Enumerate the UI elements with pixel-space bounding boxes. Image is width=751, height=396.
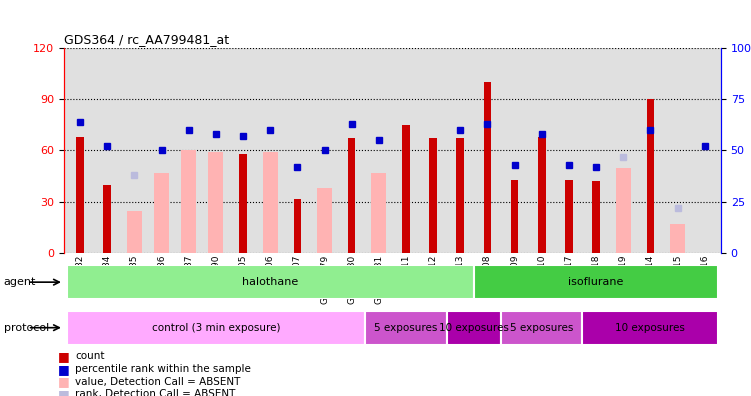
Text: GDS364 / rc_AA799481_at: GDS364 / rc_AA799481_at [64,33,229,46]
Bar [538,137,545,253]
Text: 5 exposures: 5 exposures [510,323,574,333]
Text: halothane: halothane [242,277,298,287]
Bar [616,168,631,253]
Text: agent: agent [4,277,36,287]
Text: ■: ■ [58,388,70,396]
Bar [565,180,573,253]
Bar [484,82,491,253]
Text: 5 exposures: 5 exposures [374,323,438,333]
Bar [371,173,386,253]
Bar [403,125,410,253]
Bar [294,198,301,253]
Bar [317,188,332,253]
Bar [77,137,84,253]
Bar [593,181,600,253]
Bar [240,154,247,253]
Text: rank, Detection Call = ABSENT: rank, Detection Call = ABSENT [75,389,236,396]
Text: protocol: protocol [4,323,49,333]
Bar [647,99,654,253]
Bar [474,265,718,299]
Bar [501,311,583,345]
Bar [583,311,718,345]
Text: count: count [75,351,104,362]
Bar [181,150,196,253]
Text: isoflurane: isoflurane [569,277,624,287]
Text: ■: ■ [58,375,70,388]
Bar [209,152,223,253]
Bar [348,139,355,253]
Bar [670,224,685,253]
Bar [67,265,474,299]
Text: ■: ■ [58,363,70,375]
Bar [127,211,142,253]
Bar [447,311,501,345]
Bar [263,152,278,253]
Bar [457,139,464,253]
Text: 10 exposures: 10 exposures [439,323,508,333]
Bar [430,139,437,253]
Bar [365,311,447,345]
Text: ■: ■ [58,350,70,363]
Bar [67,311,365,345]
Bar [511,180,518,253]
Text: control (3 min exposure): control (3 min exposure) [152,323,280,333]
Bar [104,185,111,253]
Text: 10 exposures: 10 exposures [615,323,686,333]
Text: value, Detection Call = ABSENT: value, Detection Call = ABSENT [75,377,240,387]
Text: percentile rank within the sample: percentile rank within the sample [75,364,251,374]
Bar [154,173,169,253]
